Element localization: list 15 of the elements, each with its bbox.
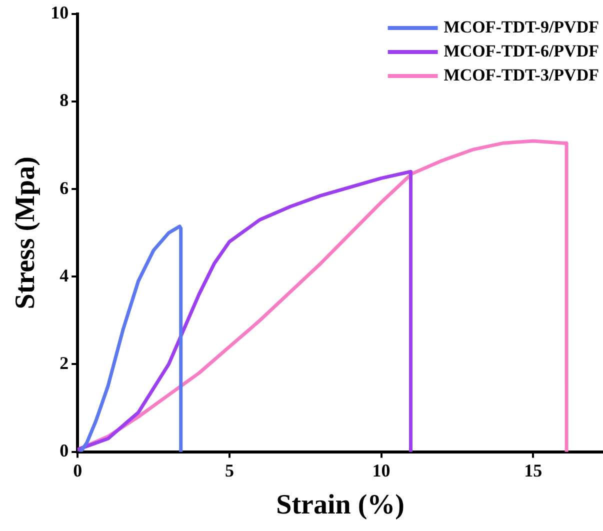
x-tick-label: 5 [224, 460, 234, 480]
y-tick-label: 8 [60, 90, 69, 110]
y-tick-label: 2 [60, 352, 69, 373]
y-tick-label: 4 [60, 265, 69, 286]
y-tick-label: 10 [50, 2, 69, 23]
x-tick-label: 0 [73, 460, 82, 480]
y-axis-title: Stress (Mpa) [10, 156, 42, 310]
x-tick-label: 15 [524, 460, 542, 480]
x-axis-title: Strain (%) [276, 489, 404, 520]
legend-label: MCOF-TDT-3/PVDF [444, 65, 600, 84]
y-tick-label: 0 [60, 440, 69, 460]
y-tick-label: 6 [60, 178, 69, 198]
legend-label: MCOF-TDT-6/PVDF [444, 41, 600, 60]
x-tick-label: 10 [372, 460, 390, 480]
legend-label: MCOF-TDT-9/PVDF [444, 17, 600, 36]
